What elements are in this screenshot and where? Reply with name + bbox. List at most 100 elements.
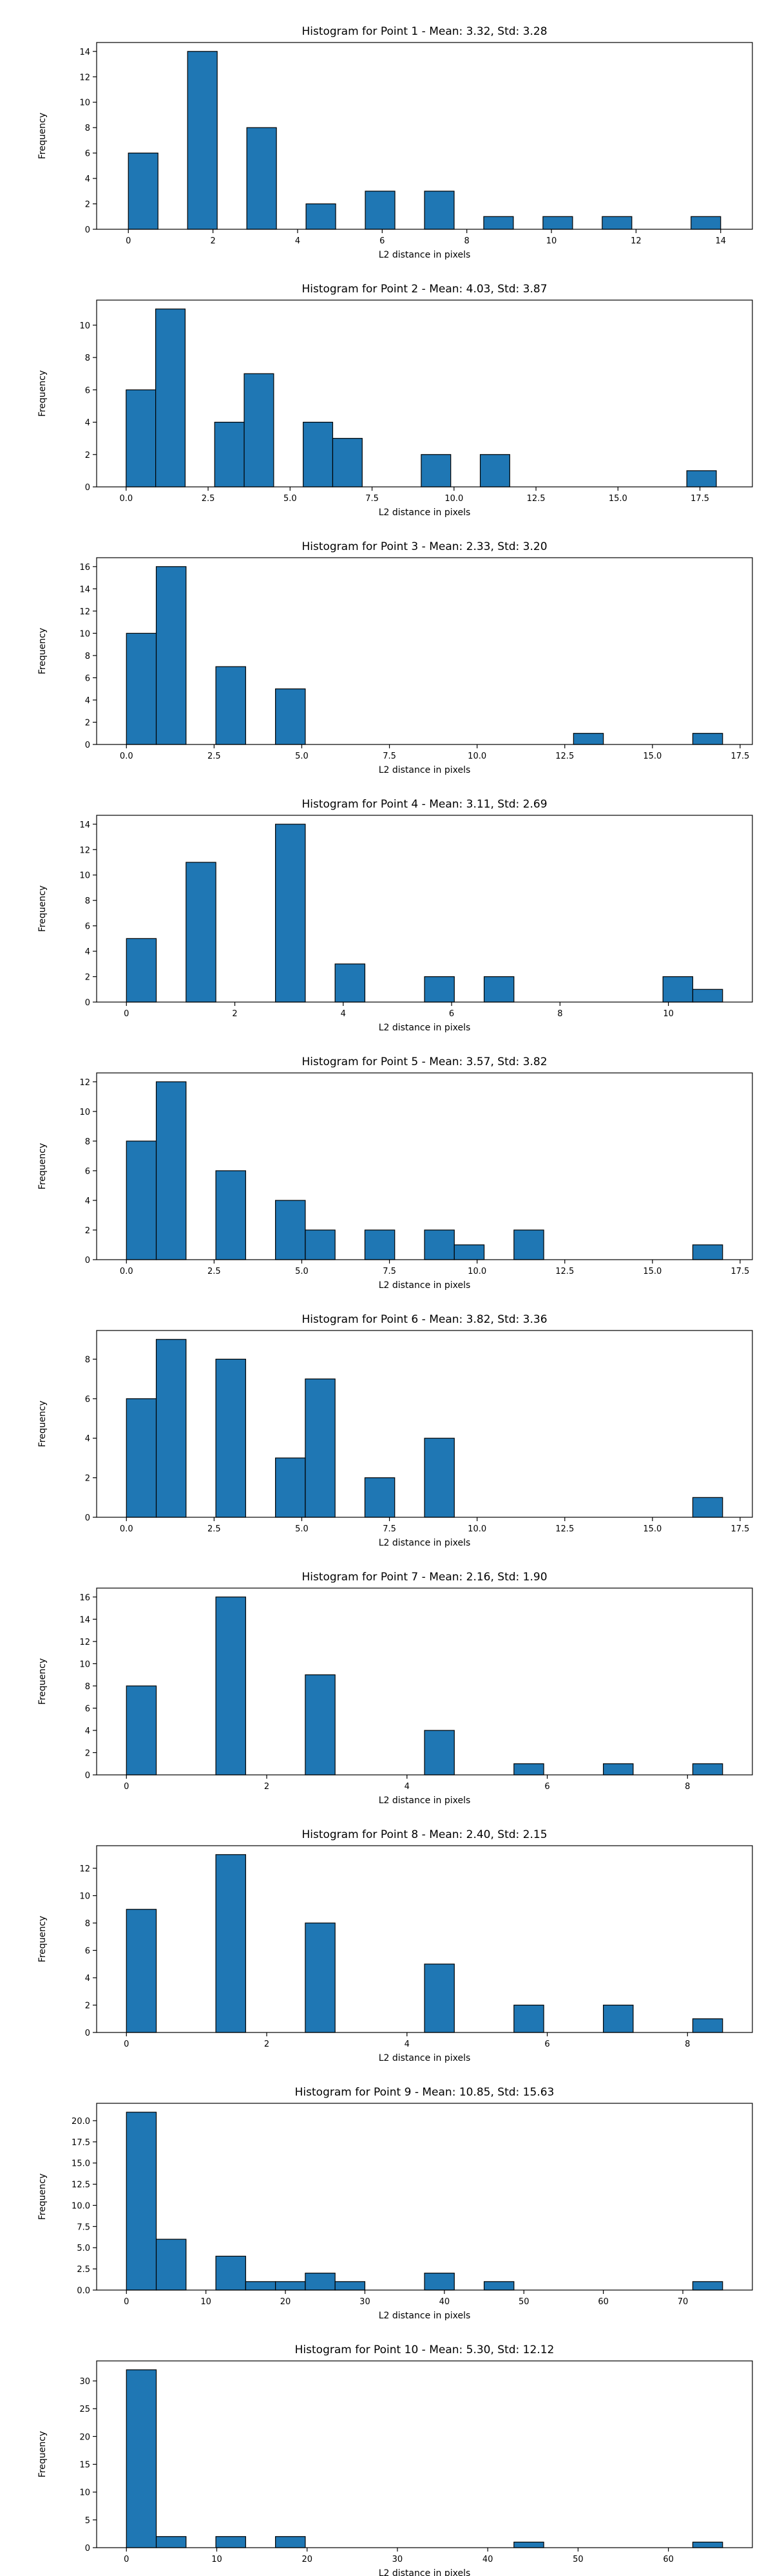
x-tick-label: 12 xyxy=(631,236,642,246)
x-tick-label: 50 xyxy=(573,2555,584,2564)
histogram-bar xyxy=(126,632,157,745)
x-tick-label: 15.0 xyxy=(643,1267,662,1276)
x-tick-label: 30 xyxy=(392,2555,403,2564)
y-tick-label: 10 xyxy=(79,1660,90,1669)
x-tick-label: 0 xyxy=(126,236,131,246)
histogram-bar xyxy=(275,2536,306,2548)
histogram-panel-9: Histogram for Point 9 - Mean: 10.85, Std… xyxy=(37,2086,753,2321)
histogram-bar xyxy=(186,862,216,1003)
histogram-bar xyxy=(155,1081,187,1260)
chart-title: Histogram for Point 5 - Mean: 3.57, Std:… xyxy=(301,1056,547,1068)
x-tick-label: 60 xyxy=(598,2297,609,2307)
chart-title: Histogram for Point 10 - Mean: 5.30, Std… xyxy=(295,2344,555,2356)
x-axis-label: L2 distance in pixels xyxy=(379,1538,471,1548)
histogram-bar xyxy=(155,2239,187,2291)
histogram-bar xyxy=(424,976,455,1003)
x-tick-label: 0 xyxy=(124,2040,129,2049)
x-tick-label: 14 xyxy=(715,236,726,246)
y-tick-label: 0 xyxy=(85,225,90,235)
x-tick-label: 20 xyxy=(301,2555,312,2564)
histogram-bar xyxy=(424,1964,455,2033)
histogram-bar xyxy=(305,203,336,230)
x-tick-label: 17.5 xyxy=(730,1267,749,1276)
axes-frame xyxy=(96,2103,753,2291)
histogram-panel-2: Histogram for Point 2 - Mean: 4.03, Std:… xyxy=(37,283,753,518)
x-tick-label: 7.5 xyxy=(383,1267,396,1276)
axes-frame xyxy=(96,1330,753,1518)
y-tick-label: 12 xyxy=(79,1864,90,1874)
x-tick-label: 2 xyxy=(264,1782,269,1792)
y-tick-label: 8 xyxy=(85,1355,90,1365)
y-tick-label: 2 xyxy=(85,973,90,983)
x-tick-label: 4 xyxy=(295,236,300,246)
histogram-bar xyxy=(692,2018,723,2033)
histogram-bar xyxy=(542,216,573,230)
y-tick-label: 4 xyxy=(85,175,90,184)
chart-title: Histogram for Point 8 - Mean: 2.40, Std:… xyxy=(301,1828,547,1841)
axes-frame xyxy=(96,815,753,1003)
y-tick-label: 30 xyxy=(79,2377,90,2387)
x-tick-label: 2.5 xyxy=(207,1267,221,1276)
y-axis-label: Frequency xyxy=(37,628,48,674)
y-tick-label: 6 xyxy=(85,922,90,932)
x-tick-label: 12.5 xyxy=(555,1267,574,1276)
y-tick-label: 6 xyxy=(85,386,90,395)
x-tick-label: 17.5 xyxy=(691,494,709,504)
x-tick-label: 5.0 xyxy=(295,1524,309,1534)
y-tick-label: 2.5 xyxy=(77,2265,90,2275)
y-tick-label: 20 xyxy=(79,2432,90,2442)
histogram-bar xyxy=(155,1339,187,1518)
axes-frame xyxy=(96,1587,753,1776)
histogram-bar xyxy=(602,216,633,230)
y-tick-label: 16 xyxy=(79,1593,90,1603)
y-tick-label: 0 xyxy=(85,998,90,1008)
y-axis-label: Frequency xyxy=(37,886,48,932)
y-tick-label: 4 xyxy=(85,1197,90,1206)
x-tick-label: 40 xyxy=(439,2297,450,2307)
y-tick-label: 16 xyxy=(79,563,90,573)
x-tick-label: 2 xyxy=(210,236,215,246)
y-tick-label: 15.0 xyxy=(72,2159,90,2169)
histogram-bar xyxy=(243,373,274,488)
y-tick-label: 6 xyxy=(85,1704,90,1714)
x-tick-label: 5.0 xyxy=(295,752,309,761)
histogram-panel-4: Histogram for Point 4 - Mean: 3.11, Std:… xyxy=(37,798,753,1033)
y-tick-label: 6 xyxy=(85,1947,90,1956)
y-tick-label: 8 xyxy=(85,354,90,363)
x-tick-label: 6 xyxy=(379,236,385,246)
histogram-bar xyxy=(275,688,306,745)
y-tick-label: 25 xyxy=(79,2405,90,2414)
histogram-bar xyxy=(453,1244,485,1260)
y-tick-label: 4 xyxy=(85,419,90,428)
histogram-bar xyxy=(692,2281,723,2291)
x-tick-label: 60 xyxy=(663,2555,674,2564)
y-tick-label: 10 xyxy=(79,99,90,108)
y-tick-label: 0 xyxy=(85,2029,90,2038)
x-tick-label: 0 xyxy=(124,1009,129,1019)
x-tick-label: 50 xyxy=(519,2297,530,2307)
y-tick-label: 15 xyxy=(79,2461,90,2470)
x-tick-label: 0.0 xyxy=(119,494,133,504)
x-axis-label: L2 distance in pixels xyxy=(379,765,471,775)
histogram-bar xyxy=(305,2273,336,2291)
y-tick-label: 10 xyxy=(79,629,90,639)
histogram-bar xyxy=(126,938,157,1003)
histogram-bar xyxy=(155,308,186,488)
histogram-bar xyxy=(424,1730,455,1776)
x-tick-label: 10 xyxy=(200,2297,211,2307)
histogram-bar xyxy=(513,2004,544,2033)
histogram-bar xyxy=(573,733,604,745)
x-tick-label: 0.0 xyxy=(120,752,133,761)
x-tick-label: 5.0 xyxy=(283,494,297,504)
histogram-bar xyxy=(275,2281,306,2291)
y-tick-label: 14 xyxy=(79,48,90,57)
y-tick-label: 2 xyxy=(85,718,90,728)
y-tick-label: 0 xyxy=(85,1256,90,1265)
x-tick-label: 30 xyxy=(359,2297,370,2307)
x-tick-label: 10.0 xyxy=(468,1267,486,1276)
y-tick-label: 4 xyxy=(85,947,90,957)
y-tick-label: 20.0 xyxy=(72,2117,90,2126)
y-axis-label: Frequency xyxy=(37,1658,48,1705)
histogram-bar xyxy=(332,438,363,488)
histogram-bar xyxy=(483,216,514,230)
